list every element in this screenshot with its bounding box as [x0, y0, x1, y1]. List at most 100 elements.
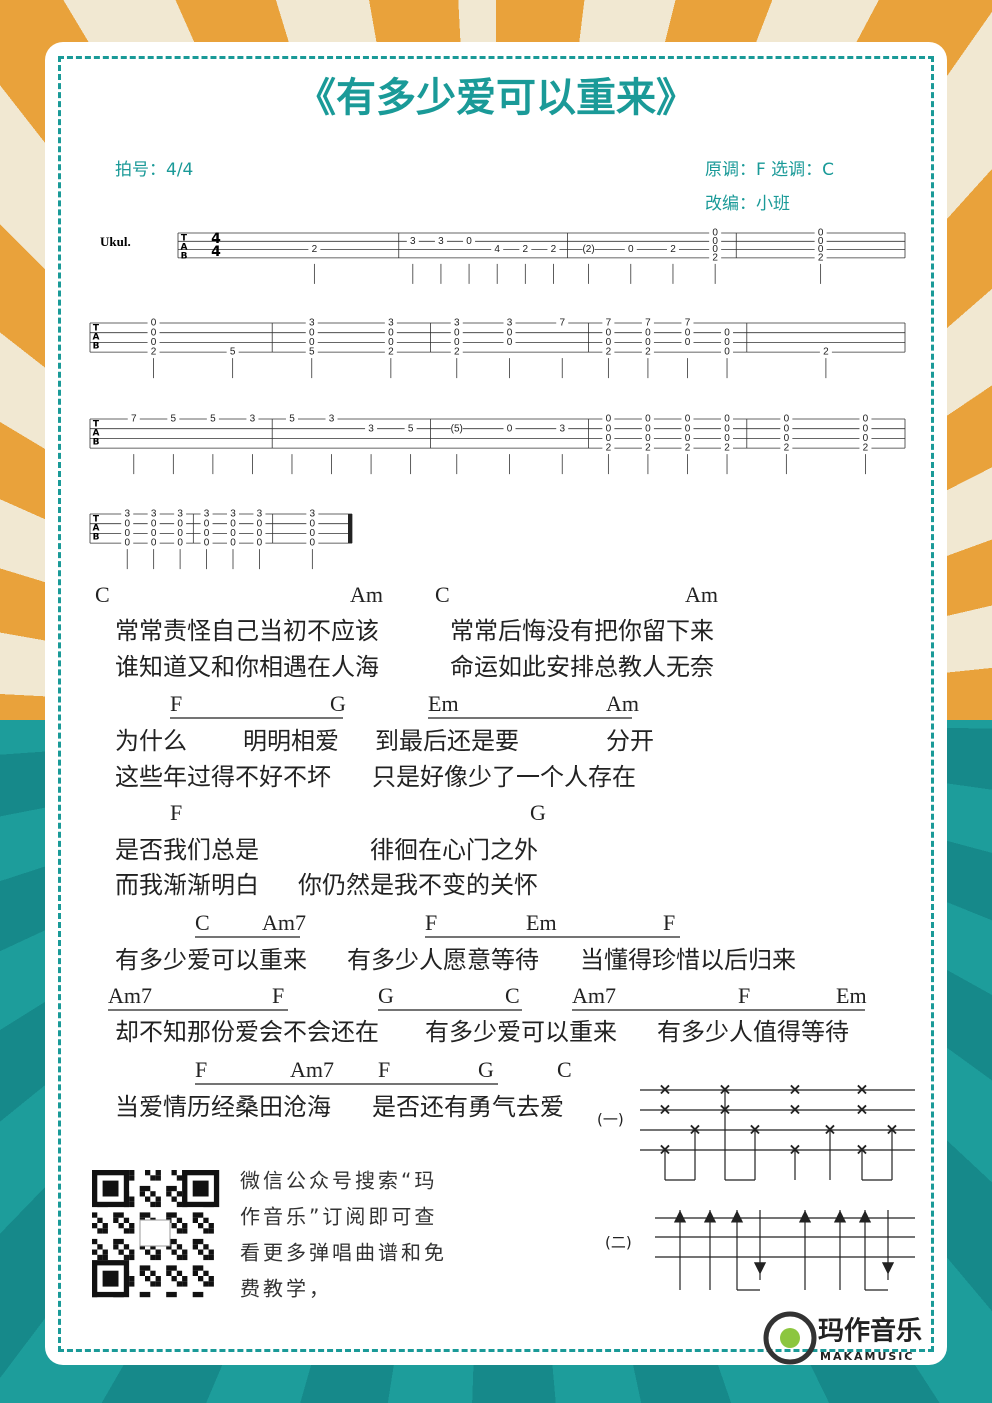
fret-bg [450, 337, 463, 347]
fret: 0 [388, 327, 394, 338]
fret-bg [602, 414, 615, 424]
chord: Em [428, 691, 459, 716]
fret: 0 [724, 327, 730, 338]
fret-bg [602, 433, 615, 443]
fret: (5) [451, 423, 463, 434]
fret: 7 [559, 318, 565, 329]
fret-bg [450, 318, 463, 328]
fret: 0 [863, 433, 869, 444]
fret: 0 [645, 327, 651, 338]
pattern-label: (一) [597, 1111, 624, 1129]
fret: 0 [818, 236, 824, 247]
qr-cell [129, 1201, 135, 1208]
lyric: 却不知那份爱会不会还在 [115, 1018, 379, 1046]
qr-cell [166, 1244, 172, 1250]
chord: F [195, 1057, 207, 1082]
qr-cell [118, 1212, 124, 1218]
fret: 5 [210, 414, 216, 425]
svg-text:▼: ▼ [882, 1258, 895, 1277]
fret: 0 [230, 538, 236, 549]
promo-text: 作音乐”订阅即可查 [240, 1205, 437, 1229]
qr-cell [176, 1228, 183, 1234]
qr-cell [208, 1223, 214, 1229]
qr-cell [203, 1217, 209, 1223]
lyric: 当爱情历经桑田沧海 [115, 1093, 331, 1121]
fret-bg [814, 253, 827, 263]
chord: C [435, 582, 450, 607]
pattern-label: (二) [605, 1234, 632, 1252]
qr-cell [123, 1254, 130, 1261]
qr-cell [145, 1170, 151, 1176]
fret: 0 [606, 423, 612, 434]
fret-bg [206, 414, 219, 424]
lyric: 常常后悔没有把你留下来 [450, 617, 714, 645]
promo-text: 费教学， [240, 1277, 332, 1301]
fret-bg [641, 318, 654, 328]
fret: 3 [507, 318, 513, 329]
fret-bg [547, 245, 560, 255]
tab-clef: A [181, 243, 188, 253]
fret-bg [780, 424, 793, 434]
fret: 0 [606, 414, 612, 425]
fret-bg [602, 337, 615, 347]
fret: 2 [818, 253, 824, 264]
fret-bg [167, 414, 180, 424]
qr-cell [155, 1249, 161, 1255]
fret-bg [285, 414, 298, 424]
fret: 5 [309, 347, 315, 358]
fret-bg [406, 236, 419, 246]
qr-cell [92, 1238, 98, 1245]
fret: 2 [606, 443, 612, 454]
qr-cell [176, 1191, 183, 1197]
fret-bg [384, 318, 397, 328]
fret-bg [121, 528, 134, 538]
qr-cell [171, 1291, 177, 1298]
qr-cell [208, 1228, 214, 1234]
qr-cell [123, 1217, 130, 1223]
fret: 2 [712, 253, 718, 264]
fret-bg [582, 245, 595, 255]
fret-bg [384, 347, 397, 357]
qr-cell [198, 1238, 204, 1245]
fret-bg [519, 245, 532, 255]
qr-cell [182, 1276, 188, 1282]
fret: 3 [309, 318, 315, 329]
qr-cell [176, 1244, 183, 1250]
svg-text:×: × [885, 1120, 898, 1139]
fret-bg [503, 337, 516, 347]
qr-cell [145, 1276, 151, 1282]
fret-bg [681, 433, 694, 443]
qr-finder [102, 1270, 119, 1287]
fret: 0 [151, 538, 157, 549]
chord: Am7 [262, 910, 306, 935]
fret-bg [503, 424, 516, 434]
fret-bg [641, 347, 654, 357]
qr-cell [171, 1249, 177, 1255]
qr-cell [139, 1185, 145, 1192]
fret-bg [305, 337, 318, 347]
fret-bg [253, 538, 266, 548]
fret-bg [721, 337, 734, 347]
qr-cell [171, 1170, 177, 1176]
qr-cell [150, 1244, 156, 1250]
chord: F [170, 691, 182, 716]
fret: 0 [177, 528, 183, 539]
qr-cell [102, 1254, 108, 1261]
lyric: 只是好像少了一个人存在 [372, 763, 636, 791]
chord: F [170, 800, 182, 825]
fret-bg [721, 433, 734, 443]
qr-cell [203, 1270, 209, 1276]
fret-bg [681, 328, 694, 338]
chord: Am [685, 582, 718, 607]
fret: 5 [289, 414, 295, 425]
chord: F [738, 983, 750, 1008]
fret: 0 [685, 414, 691, 425]
fret: 0 [712, 228, 718, 239]
qr-cell [171, 1265, 177, 1271]
fret: 0 [151, 528, 157, 539]
svg-text:×: × [855, 1080, 868, 1099]
fret-bg [859, 414, 872, 424]
svg-text:×: × [658, 1140, 671, 1159]
fret: 0 [712, 236, 718, 247]
fret: 2 [724, 443, 730, 454]
